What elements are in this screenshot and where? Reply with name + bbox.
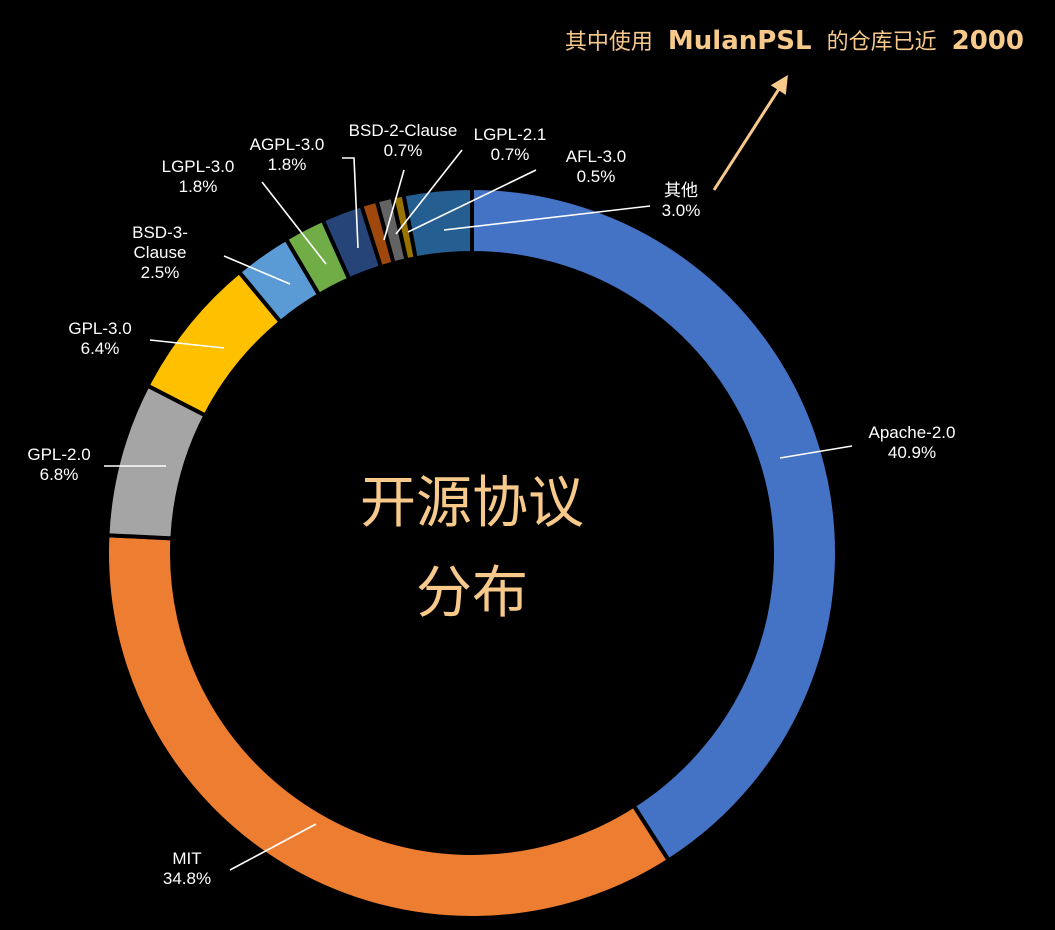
slice-percent: 1.8%: [268, 155, 307, 174]
slice-percent: 2.5%: [141, 263, 180, 282]
slice-apache-2-0: [470, 185, 839, 864]
slice-percent: 0.5%: [577, 167, 616, 186]
slice-name: AFL-3.0: [566, 147, 626, 166]
leader-line: [229, 823, 317, 871]
slice-percent: 3.0%: [662, 201, 701, 220]
slice-label: BSD-3-Clause 2.5%: [132, 223, 188, 282]
leader-line: [407, 169, 537, 233]
annotation-text: 其中使用 MulanPSL 的仓库已近 2000: [565, 26, 1024, 56]
donut-slices: [105, 185, 839, 920]
leader-line: [395, 149, 463, 235]
slice-mit: [105, 533, 672, 920]
slice-percent: 40.9%: [888, 443, 936, 462]
leader-line: [342, 157, 359, 249]
slice-label: LGPL-2.1 0.7%: [474, 125, 547, 164]
slice-label: 其他 3.0%: [662, 181, 701, 220]
slice-label: AGPL-3.0 1.8%: [250, 135, 325, 174]
slice-percent: 0.7%: [384, 141, 423, 160]
slice-percent: 6.8%: [40, 465, 79, 484]
slice-name: BSD-3-: [132, 223, 188, 242]
slice-label: GPL-2.0 6.8%: [27, 445, 90, 484]
slice-name: Apache-2.0: [869, 423, 956, 442]
slice-name: GPL-2.0: [27, 445, 90, 464]
leader-line: [149, 339, 225, 349]
slice-name: Clause: [134, 243, 187, 262]
leader-line: [383, 169, 405, 241]
slice-label: MIT 34.8%: [163, 849, 211, 888]
leader-line: [779, 445, 853, 459]
slice-labels: Apache-2.0 40.9% MIT 34.8% GPL-2.0 6.8% GPL-3.…: [27, 121, 955, 888]
annotation-prefix: 其中使用: [565, 30, 653, 55]
slice-name: LGPL-3.0: [162, 157, 235, 176]
annotation-arrow: [712, 74, 788, 191]
slice-name: MIT: [172, 849, 201, 868]
slice-name: GPL-3.0: [68, 319, 131, 338]
slice-name: BSD-2-Clause: [349, 121, 458, 140]
slice-percent: 0.7%: [491, 145, 530, 164]
center-title-line-2: 分布: [416, 561, 528, 626]
slice-name: LGPL-2.1: [474, 125, 547, 144]
center-title-line-1: 开源协议: [360, 471, 584, 536]
leader-line: [223, 255, 291, 285]
slice-percent: 34.8%: [163, 869, 211, 888]
annotation-bold-license: MulanPSL: [668, 26, 812, 56]
slice-label: AFL-3.0 0.5%: [566, 147, 626, 186]
leader-line: [443, 205, 651, 231]
slice-name: AGPL-3.0: [250, 135, 325, 154]
annotation-middle: 的仓库已近: [827, 30, 937, 55]
slice-label: BSD-2-Clause 0.7%: [349, 121, 458, 160]
leader-lines: [104, 149, 853, 871]
slice-percent: 6.4%: [81, 339, 120, 358]
slice-label: LGPL-3.0 1.8%: [162, 157, 235, 196]
annotation-bold-count: 2000: [952, 26, 1024, 56]
slice-name: 其他: [664, 181, 698, 200]
slice-label: GPL-3.0 6.4%: [68, 319, 131, 358]
slice-label: Apache-2.0 40.9%: [869, 423, 956, 462]
slice-percent: 1.8%: [179, 177, 218, 196]
leader-line: [261, 181, 327, 265]
slice-other: [401, 185, 474, 261]
